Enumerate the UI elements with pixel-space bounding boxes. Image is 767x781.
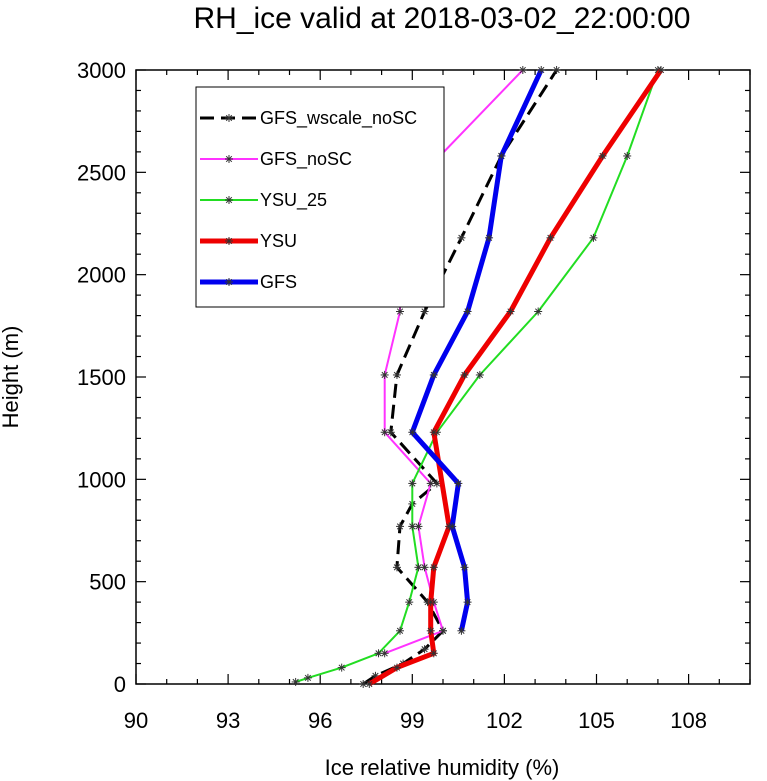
data-point <box>414 563 423 572</box>
data-point <box>426 479 435 488</box>
data-point <box>506 307 515 316</box>
data-point <box>589 233 598 242</box>
y-axis-label: Height (m) <box>0 326 23 429</box>
data-point <box>439 626 447 635</box>
x-tick-label: 99 <box>400 708 424 733</box>
data-point <box>426 626 435 635</box>
data-point <box>426 598 435 607</box>
data-point <box>365 680 374 688</box>
legend-item: YSU_25 <box>200 190 327 211</box>
data-point <box>429 563 438 572</box>
legend: GFS_wscale_noSC GFS_noSC YSU_25 YSU GFS <box>195 86 445 308</box>
data-point <box>408 522 417 531</box>
data-point <box>408 479 417 488</box>
data-point <box>457 233 466 242</box>
data-point <box>337 663 346 672</box>
data-point <box>598 151 607 160</box>
data-point <box>405 598 414 607</box>
data-point <box>463 598 472 607</box>
data-point <box>291 677 300 686</box>
y-tick-label: 500 <box>89 570 126 595</box>
data-point <box>396 626 405 635</box>
legend-box <box>195 86 445 308</box>
data-point <box>408 428 417 437</box>
legend-label: GFS_noSC <box>260 149 352 170</box>
y-tick-label: 2000 <box>77 263 126 288</box>
y-axis: 0 500 1000 1500 2000 2500 3000 <box>77 58 750 697</box>
legend-label: GFS_wscale_noSC <box>260 108 417 129</box>
data-point <box>448 522 457 531</box>
data-point <box>485 233 494 242</box>
data-point <box>429 370 438 379</box>
legend-label: YSU_25 <box>260 190 327 211</box>
data-point <box>420 307 429 316</box>
y-tick-label: 2500 <box>77 160 126 185</box>
legend-label: GFS <box>260 272 297 292</box>
x-tick-label: 96 <box>308 708 332 733</box>
data-point <box>497 151 506 160</box>
data-point <box>380 649 389 658</box>
data-point <box>392 563 401 572</box>
x-tick-label: 93 <box>216 708 240 733</box>
data-point <box>396 307 405 316</box>
y-tick-label: 0 <box>114 672 126 697</box>
data-point <box>546 233 555 242</box>
data-point <box>460 370 469 379</box>
data-point <box>420 645 429 654</box>
data-point <box>225 155 233 163</box>
legend-item: GFS_noSC <box>200 149 352 170</box>
data-point <box>374 649 383 658</box>
data-point <box>429 428 438 437</box>
data-point <box>518 66 527 74</box>
x-tick-label: 90 <box>124 708 148 733</box>
legend-item: YSU <box>200 231 297 251</box>
data-point <box>225 278 233 286</box>
data-point <box>656 66 665 74</box>
y-tick-label: 1500 <box>77 365 126 390</box>
data-point <box>534 307 543 316</box>
data-point <box>463 307 472 316</box>
data-point <box>454 479 463 488</box>
data-point <box>380 370 389 379</box>
y-tick-label: 1000 <box>77 467 126 492</box>
legend-item: GFS <box>200 272 297 292</box>
data-point <box>429 649 438 658</box>
data-point <box>225 237 233 245</box>
series-gfs <box>408 66 546 635</box>
series-ysu-25 <box>291 66 662 686</box>
x-tick-label: 105 <box>578 708 615 733</box>
data-point <box>396 522 405 531</box>
data-point <box>460 563 469 572</box>
data-point <box>552 66 561 74</box>
x-axis: 90 93 96 99 102 105 108 <box>124 70 751 733</box>
data-point <box>392 370 401 379</box>
data-point <box>537 66 546 74</box>
data-point <box>457 626 466 635</box>
data-point <box>475 370 484 379</box>
legend-label: YSU <box>260 231 297 251</box>
x-axis-label: Ice relative humidity (%) <box>325 755 560 780</box>
data-point <box>225 196 233 204</box>
x-tick-label: 102 <box>486 708 523 733</box>
data-point <box>392 663 401 672</box>
x-tick-label: 108 <box>670 708 707 733</box>
chart-title: RH_ice valid at 2018-03-02_22:00:00 <box>193 2 690 35</box>
y-tick-label: 3000 <box>77 58 126 83</box>
data-point <box>623 151 632 160</box>
legend-item: GFS_wscale_noSC <box>200 108 417 129</box>
data-point <box>225 114 233 122</box>
data-point <box>380 428 389 437</box>
data-point <box>303 673 312 682</box>
